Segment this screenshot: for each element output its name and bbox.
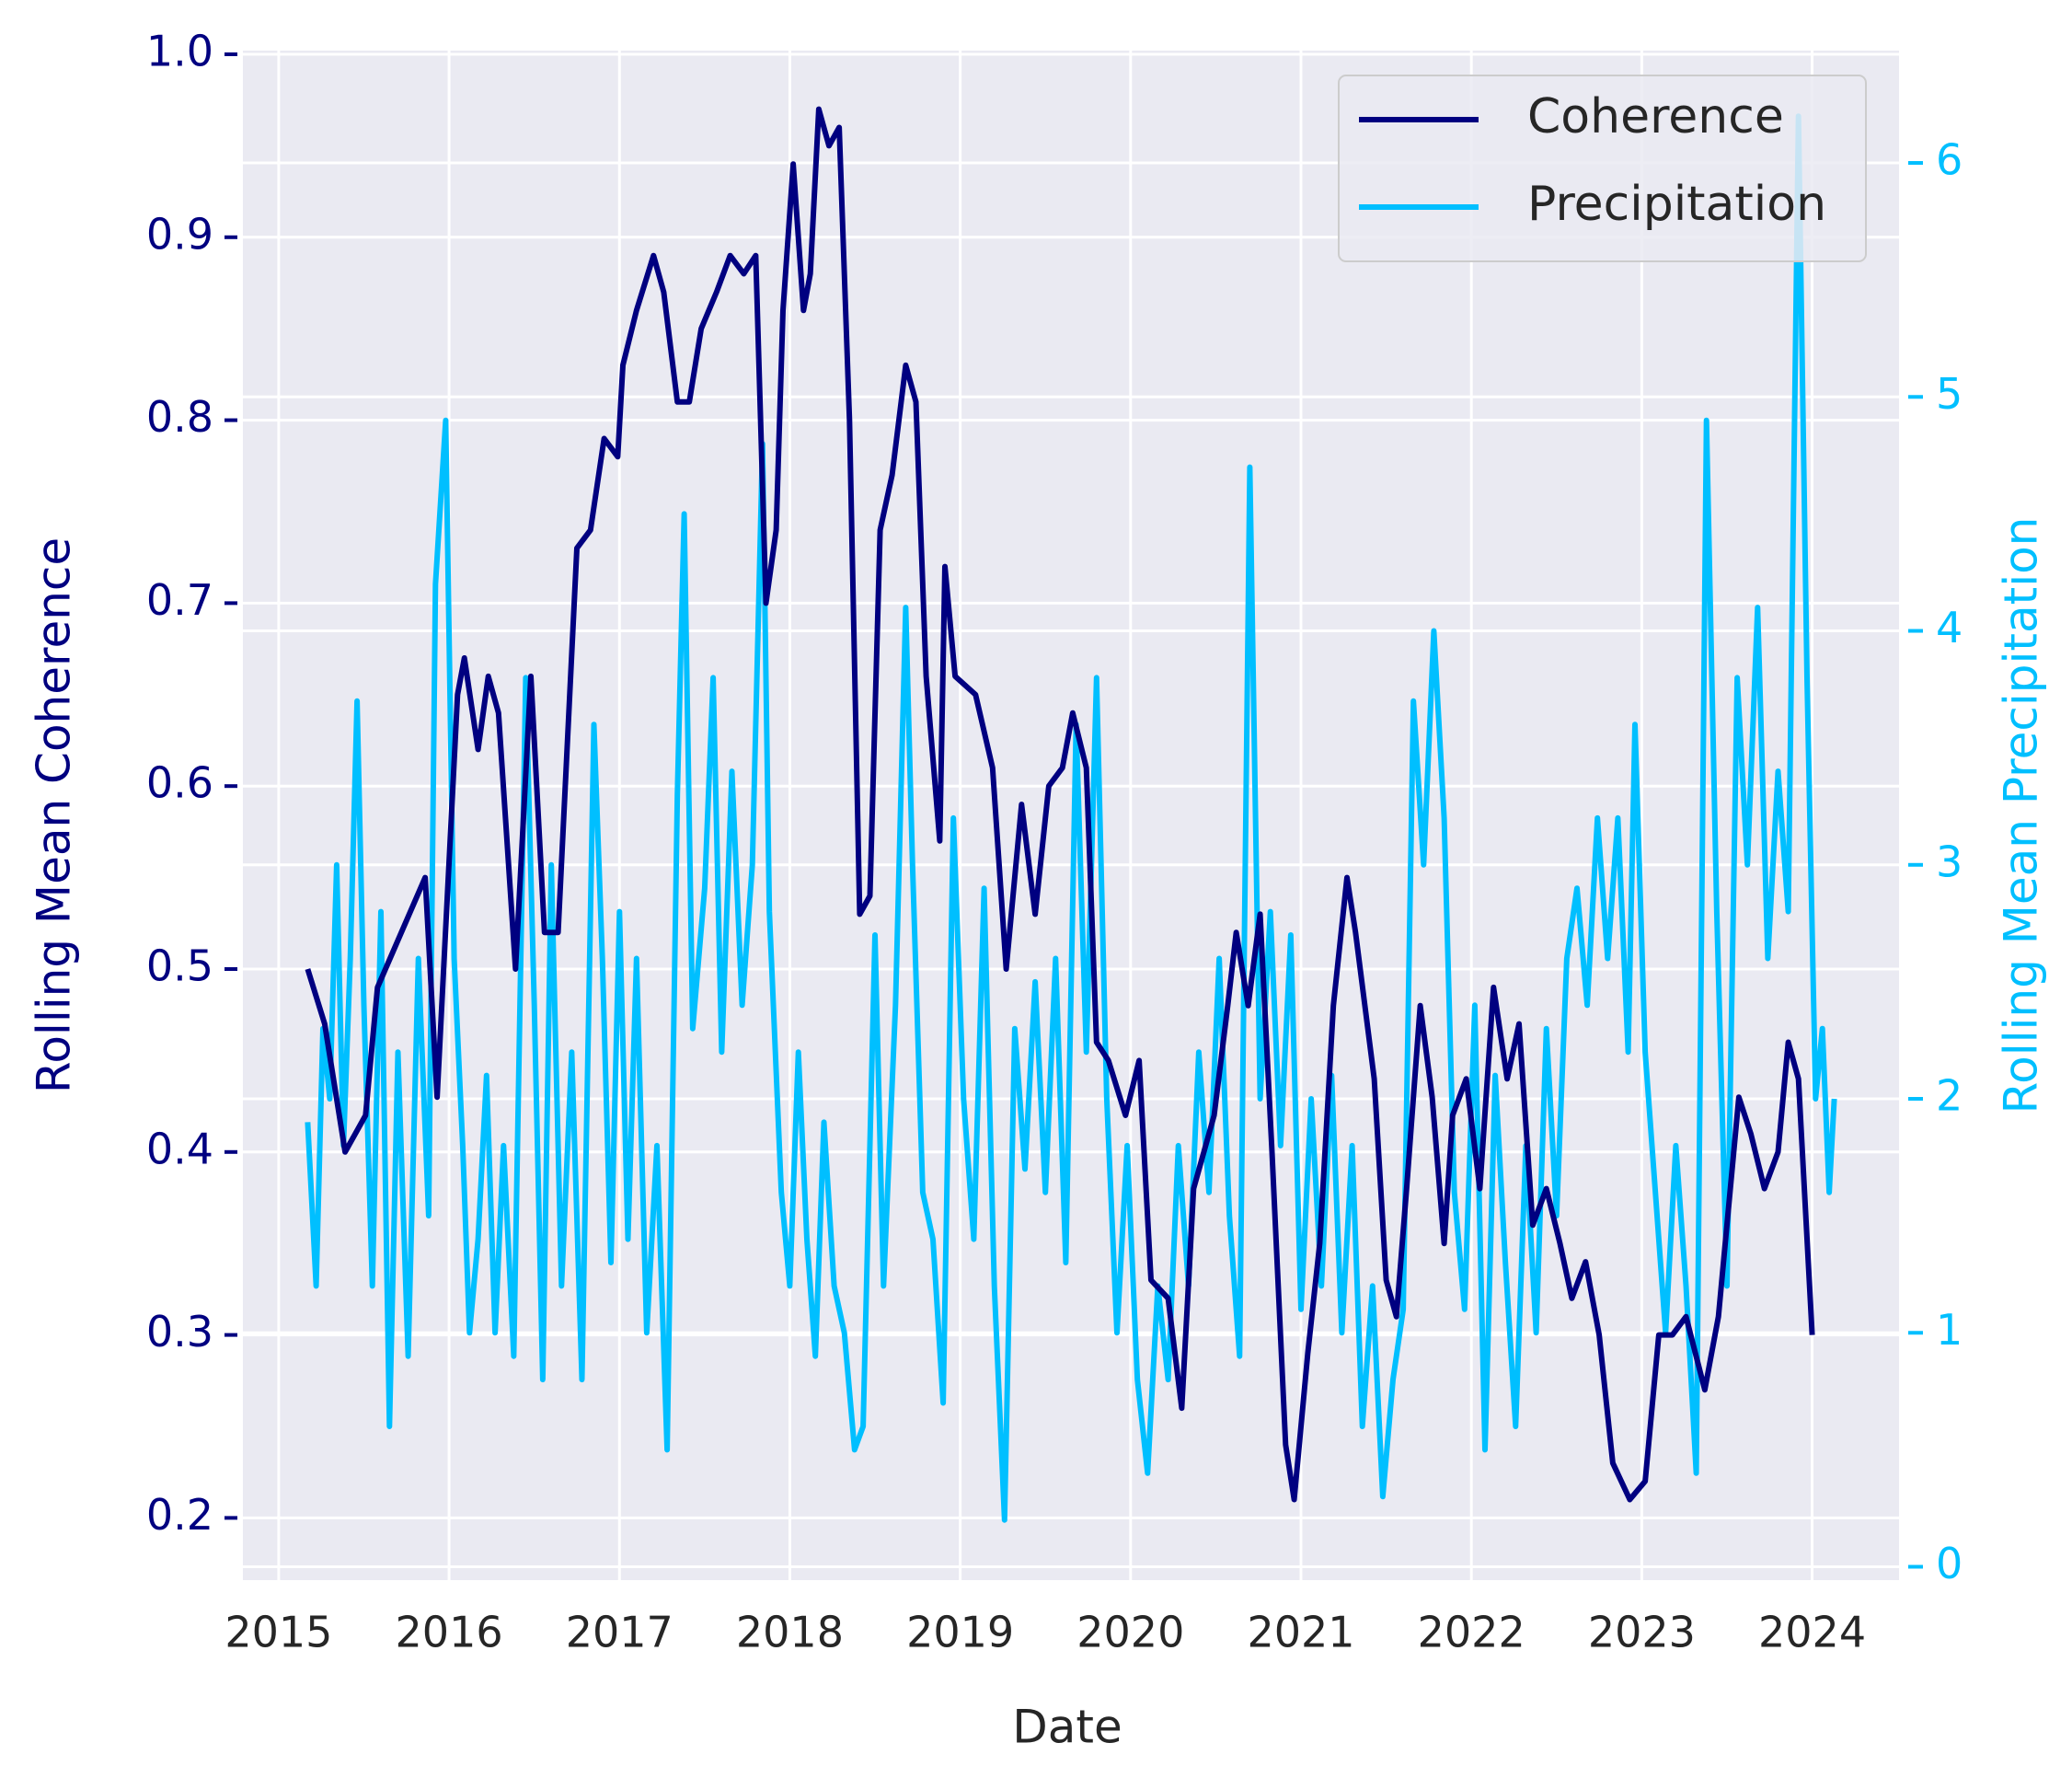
x-axis-label: Date [1012, 1701, 1122, 1754]
y-tick-label: 0.7 [146, 575, 213, 625]
x-tick-label: 2017 [566, 1608, 673, 1657]
x-tick-label: 2024 [1758, 1608, 1866, 1657]
y2-tick-label: 1 [1936, 1305, 1963, 1355]
y2-tick-label: 2 [1936, 1071, 1963, 1121]
y-tick-label: 0.6 [146, 758, 213, 808]
plot-background [243, 51, 1899, 1580]
x-tick-label: 2020 [1076, 1608, 1184, 1657]
x-tick-label: 2023 [1588, 1608, 1696, 1657]
x-tick-label: 2022 [1418, 1608, 1525, 1657]
y-tick-label: 0.3 [146, 1307, 213, 1356]
y-axis-label: Rolling Mean Coherence [28, 537, 81, 1093]
y2-tick-label: 4 [1936, 603, 1963, 652]
y-tick-label: 0.5 [146, 941, 213, 990]
x-tick-label: 2015 [224, 1608, 332, 1657]
y2-tick-label: 3 [1936, 837, 1963, 886]
series-line [305, 113, 1837, 1523]
y2-tick-label: 6 [1936, 135, 1963, 185]
x-tick-label: 2016 [396, 1608, 503, 1657]
y-tick-label: 0.8 [146, 392, 213, 442]
legend-label: Precipitation [1527, 177, 1826, 232]
legend-label: Coherence [1527, 89, 1784, 144]
y-tick-label: 1.0 [146, 26, 213, 75]
y2-axis-label: Rolling Mean Precipitation [1995, 517, 2048, 1114]
x-tick-label: 2019 [906, 1608, 1014, 1657]
series-line [305, 106, 1815, 1503]
y-tick-label: 0.9 [146, 209, 213, 259]
y-tick-label: 0.2 [146, 1490, 213, 1540]
y2-tick-label: 5 [1936, 369, 1963, 419]
y-tick-label: 0.4 [146, 1124, 213, 1173]
x-tick-label: 2018 [736, 1608, 844, 1657]
x-tick-label: 2021 [1247, 1608, 1354, 1657]
y2-tick-label: 0 [1936, 1539, 1963, 1588]
